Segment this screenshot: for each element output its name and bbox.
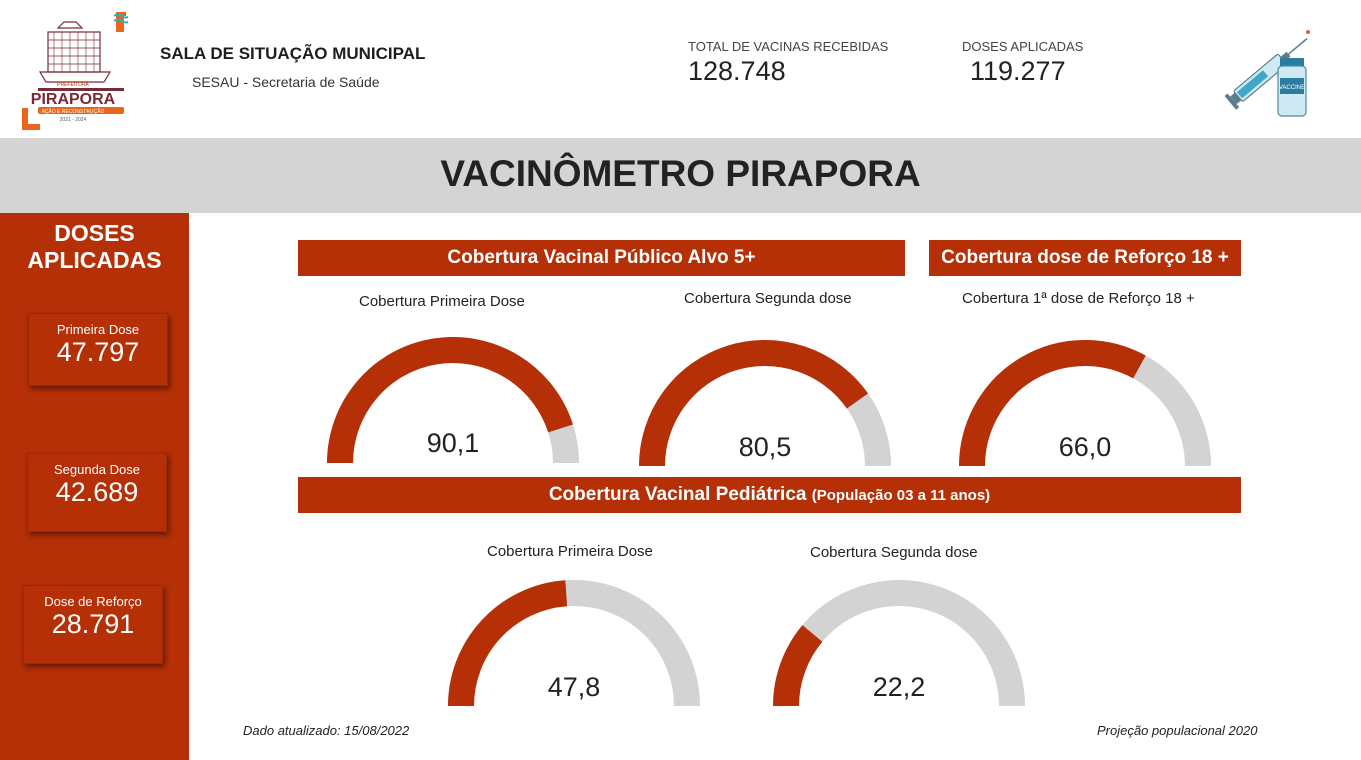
card-second-dose: Segunda Dose 42.689 <box>27 453 167 532</box>
svg-text:VACCINE: VACCINE <box>1279 85 1305 91</box>
gauge-title: Cobertura Primeira Dose <box>359 293 525 310</box>
card-first-dose-value: 47.797 <box>56 337 140 367</box>
gauge-title: Cobertura Primeira Dose <box>487 543 653 560</box>
kpi-applied-label: DOSES APLICADAS <box>962 39 1084 54</box>
svg-text:2021 - 2024: 2021 - 2024 <box>60 117 87 123</box>
gauge-chart <box>327 337 579 464</box>
gauge-chart <box>959 340 1211 467</box>
card-booster-dose-label: Dose de Reforço <box>44 594 142 609</box>
card-second-dose-value: 42.689 <box>55 477 139 507</box>
gauge-chart <box>639 340 891 467</box>
org-subtitle: SESAU - Secretaria de Saúde <box>192 74 380 90</box>
title-banner <box>0 138 1361 213</box>
card-first-dose: Primeira Dose 47.797 <box>28 313 168 386</box>
svg-text:AÇÃO E RECONSTRUÇÃO: AÇÃO E RECONSTRUÇÃO <box>42 108 105 115</box>
gauge-fill <box>448 580 568 707</box>
gauge-fill <box>639 340 869 467</box>
gauge-title: Cobertura Segunda dose <box>684 290 852 307</box>
gauge-value: 22,2 <box>872 672 926 702</box>
header <box>0 0 1361 138</box>
card-booster-dose: Dose de Reforço 28.791 <box>23 585 163 664</box>
kpi-received-value: 128.748 <box>688 56 786 86</box>
syringe-vaccine-icon: VACCINE <box>1224 30 1310 117</box>
pirapora-logo: PREFEITURA PIRAPORA AÇÃO E RECONSTRUÇÃO … <box>22 12 128 130</box>
section-adult-coverage: Cobertura Vacinal Público Alvo 5+ <box>298 240 905 276</box>
card-first-dose-label: Primeira Dose <box>56 322 140 337</box>
section-pediatric-title: Cobertura Vacinal Pediátrica <box>548 484 807 505</box>
gauge-value: 66,0 <box>1058 432 1112 462</box>
gauge-fill <box>327 337 573 464</box>
section-booster-coverage: Cobertura dose de Reforço 18 + <box>929 240 1241 276</box>
card-booster-dose-value: 28.791 <box>51 609 135 639</box>
gauge-value: 47,8 <box>547 672 601 702</box>
svg-text:PIRAPORA: PIRAPORA <box>31 91 116 108</box>
updated-date-note: Dado atualizado: 15/08/2022 <box>243 723 410 738</box>
gauge-fill <box>959 340 1146 467</box>
gauge-chart <box>773 580 1025 707</box>
gauge-value: 90,1 <box>426 428 480 458</box>
section-pediatric-coverage: Cobertura Vacinal Pediátrica (População … <box>298 477 1241 513</box>
section-pediatric-note: (População 03 a 11 anos) <box>811 487 991 504</box>
gauge-title: Cobertura Segunda dose <box>810 544 978 561</box>
gauge-chart <box>448 580 700 707</box>
svg-text:PREFEITURA: PREFEITURA <box>57 82 89 88</box>
gauge-title: Cobertura 1ª dose de Reforço 18 + <box>962 290 1195 307</box>
page-title: VACINÔMETRO PIRAPORA <box>440 153 921 194</box>
sidebar-title: DOSES APLICADAS <box>27 220 162 273</box>
card-second-dose-label: Segunda Dose <box>53 462 140 477</box>
population-projection-note: Projeção populacional 2020 <box>1097 723 1258 738</box>
gauge-value: 80,5 <box>738 432 792 462</box>
gauge-fill <box>773 625 823 707</box>
kpi-applied-value: 119.277 <box>970 56 1066 86</box>
org-title: SALA DE SITUAÇÃO MUNICIPAL <box>160 44 426 63</box>
kpi-received-label: TOTAL DE VACINAS RECEBIDAS <box>688 39 889 54</box>
